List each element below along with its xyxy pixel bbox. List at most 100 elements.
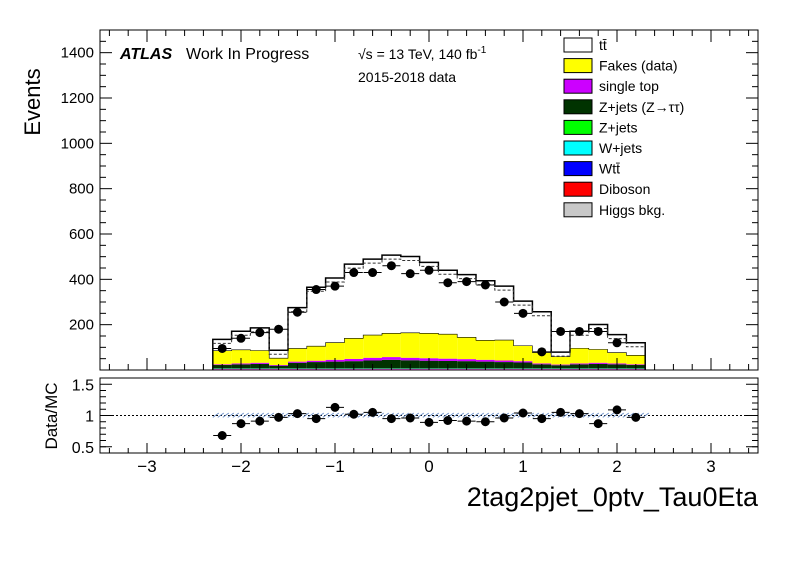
data-point-10 [405, 269, 415, 279]
band-hatch [222, 412, 230, 418]
ratio-point-2 [255, 416, 265, 426]
band-hatch [397, 412, 405, 418]
band-hatch [452, 412, 460, 418]
period-text: 2015-2018 data [358, 69, 456, 85]
ratio-point-14 [480, 417, 490, 427]
band-hatch [592, 412, 600, 418]
band-hatch [607, 412, 615, 418]
bar-single-top-7 [344, 358, 364, 362]
bar-tt--3 [269, 350, 288, 359]
legend-label-8: Higgs bkg. [599, 202, 665, 218]
band-hatch [267, 412, 275, 418]
ratio-y-tick-label-0: 0.5 [72, 440, 94, 457]
band-hatch [457, 412, 465, 418]
data-point-8 [368, 268, 378, 278]
ratio-point-5 [311, 414, 321, 424]
band-hatch [262, 412, 270, 418]
band-hatch [227, 412, 235, 418]
bar-single-top-17 [532, 363, 552, 365]
band-hatch [492, 412, 500, 418]
data-point-17 [537, 347, 547, 357]
data-point-11 [424, 265, 434, 275]
band-hatch [252, 412, 260, 418]
bar-tt--13 [457, 274, 476, 338]
band-hatch [377, 412, 385, 418]
bar-tt--22 [626, 342, 646, 356]
energy-text: √s = 13 TeV, 140 fb-1 [358, 45, 487, 62]
band-hatch [357, 412, 365, 418]
x-tick-label-2: −1 [325, 457, 344, 476]
data-point-19 [574, 326, 584, 336]
bar-tt--2 [250, 327, 270, 351]
ratio-point-21 [612, 405, 622, 415]
x-axis-ticks-main [108, 30, 750, 370]
bar-fakes-data--14 [476, 340, 495, 360]
band-hatch [332, 412, 340, 418]
band-hatch [487, 412, 495, 418]
ratio-point-4 [292, 409, 302, 419]
bar-fakes-data--22 [626, 355, 646, 365]
y-axis-ticks: 200 400 600 800 1000 1200 1400 [61, 40, 758, 360]
band-hatch [622, 412, 630, 418]
ratio-point-17 [537, 414, 547, 424]
bar-fakes-data--0 [212, 350, 232, 365]
ratio-point-1 [236, 419, 246, 429]
bar-tt--14 [476, 280, 495, 341]
ratio-point-9 [386, 414, 396, 424]
bar-tt--20 [588, 324, 608, 350]
ratio-plot-panel: 0.5 1 1.5 −3 −2 −1 0 1 2 3 [72, 377, 759, 476]
band-hatch [587, 412, 595, 418]
band-hatch [467, 412, 475, 418]
ratio-y-tick-label-1: 1 [85, 409, 94, 426]
bar-tt--18 [551, 352, 570, 357]
legend-swatch-1 [563, 58, 593, 74]
y-tick-label-4: 1000 [61, 135, 94, 152]
bar-single-top-15 [494, 360, 514, 363]
band-hatch [327, 412, 335, 418]
band-hatch [337, 412, 345, 418]
y-tick-label-3: 800 [69, 181, 94, 198]
ratio-point-16 [518, 408, 528, 418]
bar-fakes-data--17 [532, 352, 552, 364]
data-point-18 [556, 326, 566, 336]
data-point-4 [292, 307, 302, 317]
band-hatch [237, 412, 245, 418]
bar-fakes-data--11 [419, 333, 439, 359]
band-hatch [532, 412, 540, 418]
band-hatch [322, 412, 330, 418]
bar-fakes-data--10 [400, 332, 420, 358]
x-axis-label: 2tag2pjet_0ptv_Tau0Eta [467, 482, 759, 512]
bar-single-top-4 [288, 361, 307, 363]
y-tick-label-1: 400 [69, 271, 94, 288]
band-hatch [597, 412, 605, 418]
legend-swatch-2 [563, 78, 593, 94]
ratio-y-axis-label: Data/MC [42, 382, 61, 449]
band-hatch [427, 412, 435, 418]
bar-tt--4 [288, 307, 307, 349]
legend-label-5: W+jets [599, 140, 642, 156]
ratio-y-tick-label-2: 1.5 [72, 377, 94, 394]
x-tick-label-0: −3 [137, 457, 156, 476]
legend-label-2: single top [599, 78, 659, 94]
bar-fakes-data--21 [607, 352, 627, 364]
band-hatch [282, 412, 290, 418]
data-point-5 [311, 285, 321, 295]
band-hatch [212, 412, 220, 418]
x-tick-label-5: 2 [612, 457, 621, 476]
y-axis-label: Events [20, 68, 45, 135]
y-tick-label-6: 1400 [61, 45, 94, 62]
band-hatch [417, 412, 425, 418]
ratio-point-19 [574, 409, 584, 419]
ratio-points [213, 402, 645, 440]
bar-fakes-data--16 [513, 345, 533, 362]
data-point-6 [330, 281, 340, 291]
band-hatch [627, 412, 635, 418]
y-tick-label-2: 600 [69, 226, 94, 243]
bar-tt--5 [306, 287, 326, 347]
band-hatch [507, 412, 515, 418]
bar-tt--19 [570, 331, 589, 349]
band-hatch [307, 412, 315, 418]
ratio-point-0 [217, 431, 227, 440]
legend-swatch-3 [563, 99, 593, 115]
